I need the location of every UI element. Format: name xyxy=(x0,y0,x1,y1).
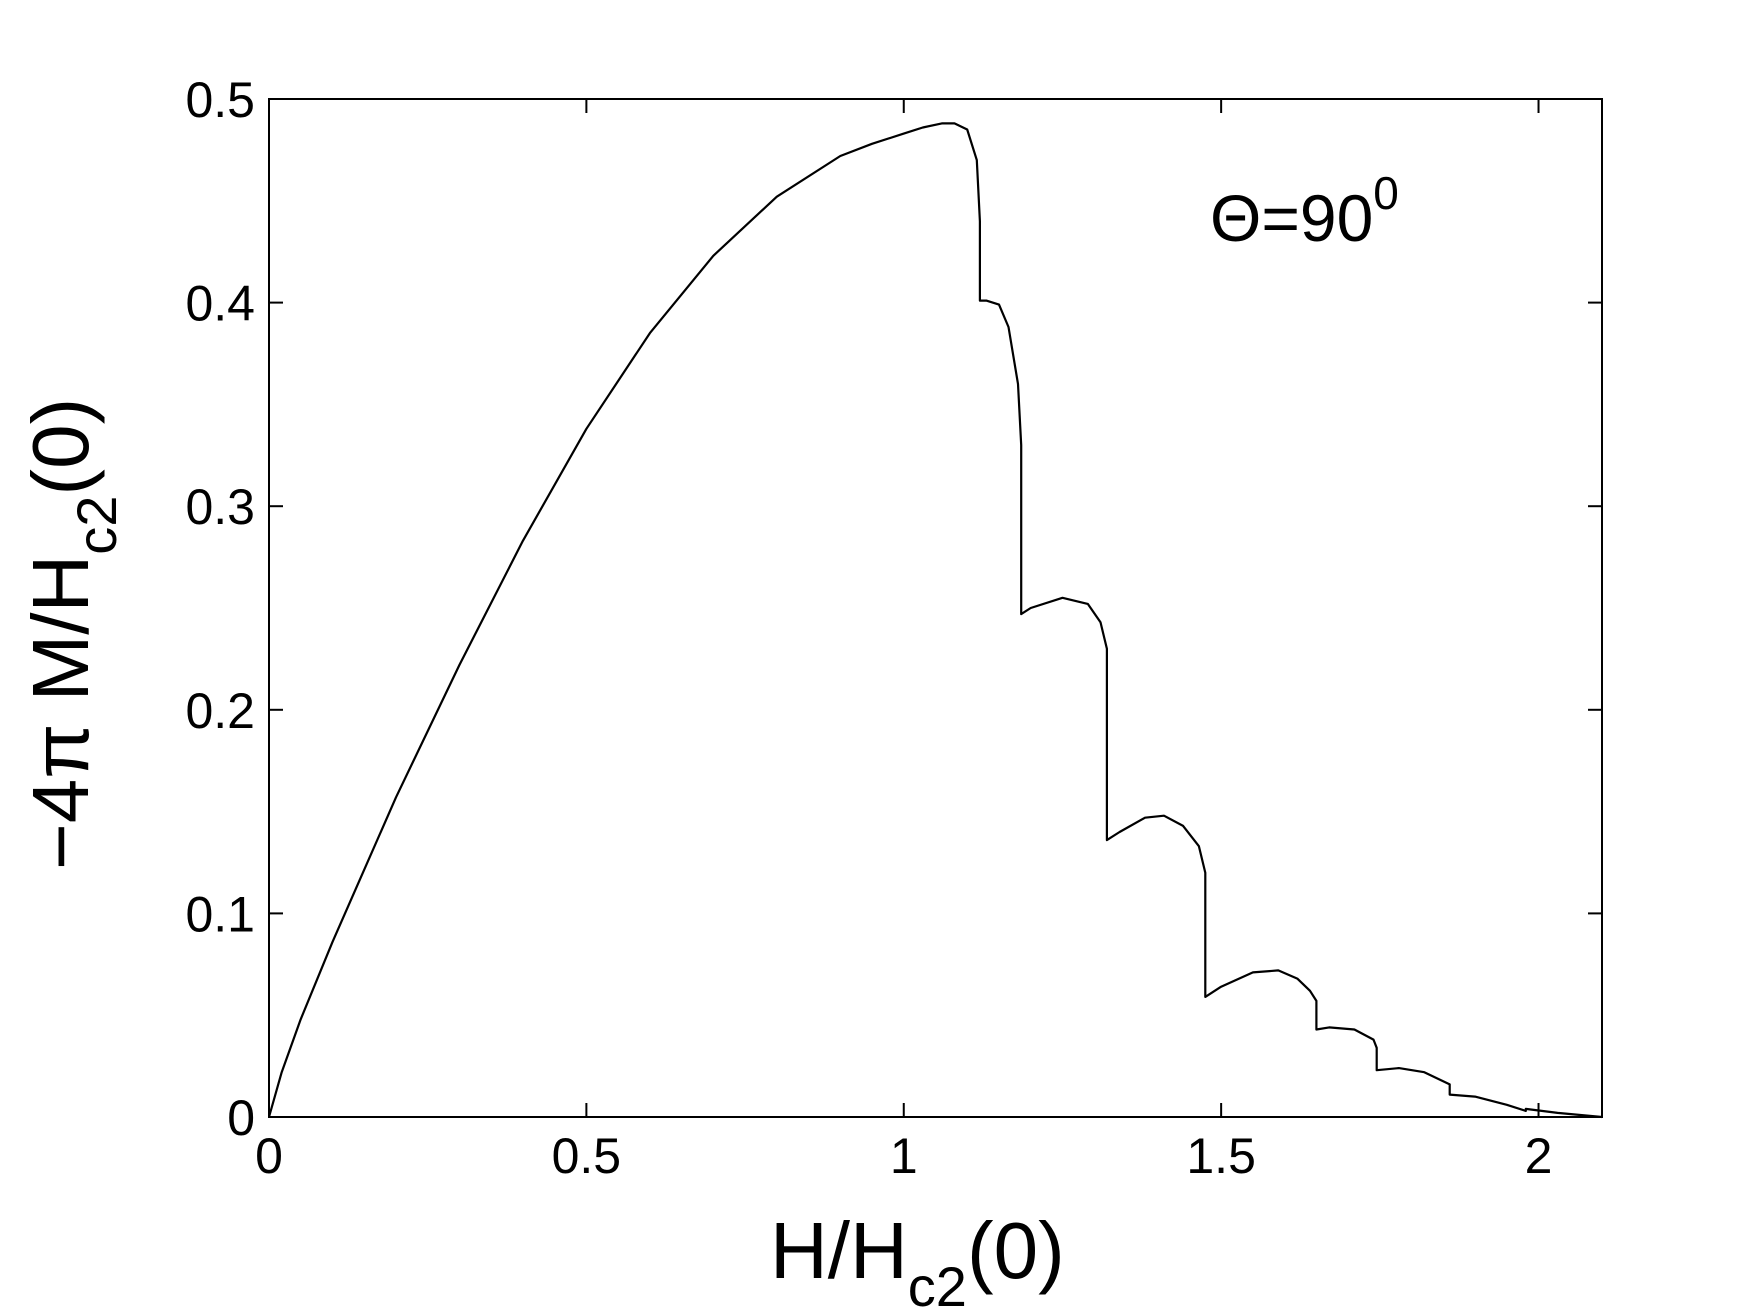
axis-ticks xyxy=(268,98,1602,1118)
x-tick-labels: 0 0.5 1 1.5 2 xyxy=(255,1128,1552,1184)
x-tick-label: 2 xyxy=(1525,1128,1553,1184)
x-tick-label: 0.5 xyxy=(552,1128,622,1184)
y-axis-label-subscript: c2 xyxy=(65,496,128,555)
y-tick-label: 0.1 xyxy=(185,886,255,942)
annotation-angle: Θ=900 xyxy=(1210,167,1399,255)
y-axis-label: −4π M/Hc2(0) xyxy=(16,398,128,870)
annotation-superscript: 0 xyxy=(1373,167,1399,219)
y-axis-label-tail: (0) xyxy=(16,398,105,496)
x-tick-label: 1.5 xyxy=(1186,1128,1256,1184)
magnetization-curve xyxy=(267,122,1603,1119)
y-tick-label: 0.4 xyxy=(185,276,255,332)
y-tick-label: 0.5 xyxy=(185,72,255,128)
y-tick-labels: 0 0.1 0.2 0.3 0.4 0.5 xyxy=(185,72,255,1146)
x-tick-label: 0 xyxy=(255,1128,283,1184)
x-axis-label-tail: (0) xyxy=(967,1206,1065,1295)
x-axis-label: H/Hc2(0) xyxy=(770,1206,1065,1312)
y-tick-label: 0 xyxy=(227,1090,255,1146)
x-tick-label: 1 xyxy=(890,1128,918,1184)
x-axis-label-subscript: c2 xyxy=(908,1255,967,1312)
y-tick-label: 0.3 xyxy=(185,479,255,535)
plot-frame xyxy=(268,98,1603,1118)
y-tick-label: 0.2 xyxy=(185,683,255,739)
